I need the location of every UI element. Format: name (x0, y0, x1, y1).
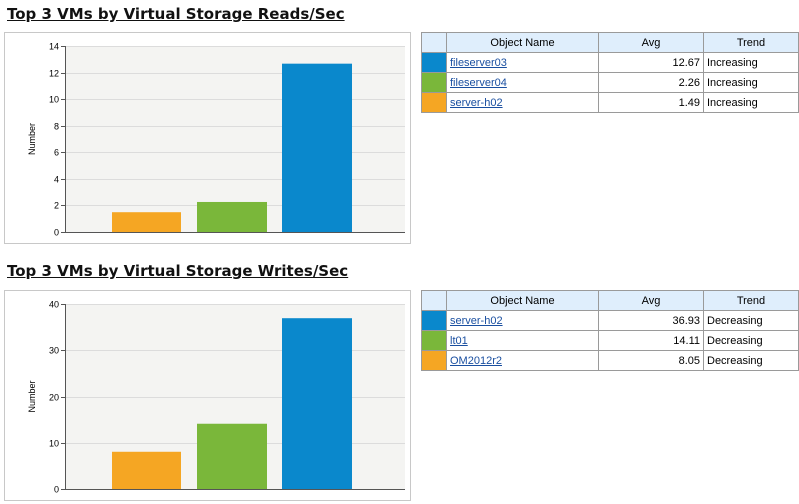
object-name-cell: OM2012r2 (446, 350, 599, 371)
swatch-header (421, 290, 447, 311)
y-tick-label: 40 (49, 300, 59, 310)
swatch-header (421, 32, 447, 53)
section-title-reads: Top 3 VMs by Virtual Storage Reads/Sec (7, 5, 345, 23)
bar (282, 63, 352, 232)
legend-swatch (421, 52, 447, 73)
object-name-link[interactable]: server-h02 (450, 314, 503, 327)
y-tick-label: 0 (54, 228, 59, 238)
table-row: server-h02 36.93 Decreasing (421, 310, 799, 331)
table-row: lt01 14.11 Decreasing (421, 330, 799, 351)
writes-chart: 0 10 20 30 40 Number (4, 290, 411, 501)
object-name-header[interactable]: Object Name (446, 32, 599, 53)
section-title-writes: Top 3 VMs by Virtual Storage Writes/Sec (7, 262, 349, 280)
writes-table: Object Name Avg Trend server-h02 36.93 Dec… (421, 290, 799, 371)
trend-header[interactable]: Trend (703, 32, 799, 53)
y-axis-title: Number (27, 380, 37, 412)
y-tick-label: 8 (54, 122, 59, 132)
legend-swatch (421, 92, 447, 113)
y-tick-label: 2 (54, 201, 59, 211)
reads-chart-svg: 0 2 4 6 8 10 12 14 Number (27, 42, 405, 238)
avg-cell: 1.49 (598, 92, 704, 113)
reads-table: Object Name Avg Trend fileserver03 12.67 I… (421, 32, 799, 113)
avg-cell: 36.93 (598, 310, 704, 331)
table-header-row: Object Name Avg Trend (421, 32, 799, 53)
object-name-cell: server-h02 (446, 310, 599, 331)
writes-chart-svg: 0 10 20 30 40 Number (27, 300, 405, 495)
bar (197, 201, 267, 232)
y-axis-title: Number (27, 123, 37, 155)
trend-cell: Increasing (703, 72, 799, 93)
table-row: fileserver03 12.67 Increasing (421, 52, 799, 73)
avg-cell: 2.26 (598, 72, 704, 93)
legend-swatch (421, 310, 447, 331)
reads-chart: 0 2 4 6 8 10 12 14 Number (4, 32, 411, 244)
bar (112, 451, 181, 489)
avg-header[interactable]: Avg (598, 32, 704, 53)
avg-cell: 14.11 (598, 330, 704, 351)
object-name-cell: fileserver03 (446, 52, 599, 73)
y-tick-label: 30 (49, 346, 59, 356)
avg-cell: 8.05 (598, 350, 704, 371)
y-tick-label: 0 (54, 485, 59, 495)
trend-cell: Increasing (703, 52, 799, 73)
trend-header[interactable]: Trend (703, 290, 799, 311)
trend-cell: Increasing (703, 92, 799, 113)
object-name-cell: fileserver04 (446, 72, 599, 93)
y-tick-label: 14 (49, 42, 59, 52)
object-name-cell: lt01 (446, 330, 599, 351)
trend-cell: Decreasing (703, 350, 799, 371)
legend-swatch (421, 350, 447, 371)
object-name-link[interactable]: lt01 (450, 334, 468, 347)
y-tick-label: 6 (54, 148, 59, 158)
table-row: server-h02 1.49 Increasing (421, 92, 799, 113)
bar (197, 423, 267, 489)
y-tick-label: 20 (49, 393, 59, 403)
object-name-header[interactable]: Object Name (446, 290, 599, 311)
y-tick-label: 10 (49, 95, 59, 105)
object-name-link[interactable]: fileserver03 (450, 56, 507, 69)
legend-swatch (421, 330, 447, 351)
y-tick-label: 4 (54, 175, 59, 185)
legend-swatch (421, 72, 447, 93)
table-row: OM2012r2 8.05 Decreasing (421, 350, 799, 371)
object-name-link[interactable]: fileserver04 (450, 76, 507, 89)
trend-cell: Decreasing (703, 310, 799, 331)
object-name-link[interactable]: server-h02 (450, 96, 503, 109)
bar (112, 212, 181, 232)
trend-cell: Decreasing (703, 330, 799, 351)
object-name-cell: server-h02 (446, 92, 599, 113)
y-tick-label: 10 (49, 439, 59, 449)
avg-cell: 12.67 (598, 52, 704, 73)
table-row: fileserver04 2.26 Increasing (421, 72, 799, 93)
object-name-link[interactable]: OM2012r2 (450, 354, 502, 367)
y-tick-label: 12 (49, 69, 59, 79)
avg-header[interactable]: Avg (598, 290, 704, 311)
bar (282, 318, 352, 489)
table-header-row: Object Name Avg Trend (421, 290, 799, 311)
